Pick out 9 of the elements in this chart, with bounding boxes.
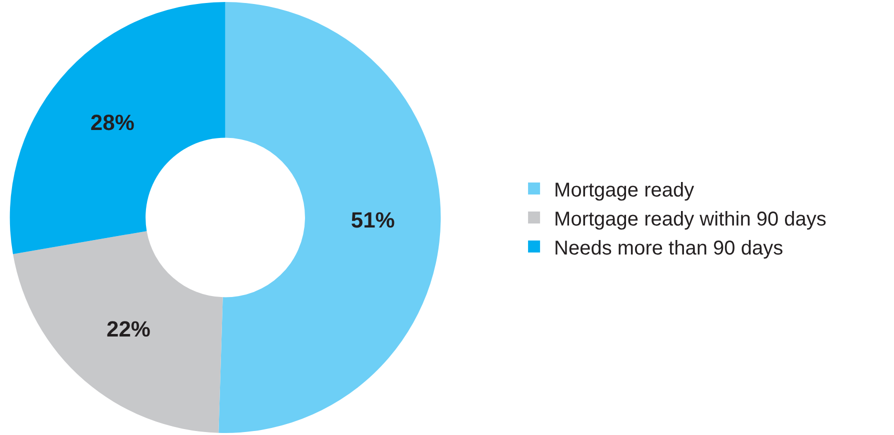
data-label: 22% <box>106 316 151 342</box>
donut-slice <box>10 2 226 254</box>
donut-slice <box>218 2 440 433</box>
legend-label: Needs more than 90 days <box>554 237 784 260</box>
legend-label: Mortgage ready within 90 days <box>554 208 826 230</box>
legend-label: Mortgage ready <box>554 179 694 202</box>
donut-slice <box>12 231 223 433</box>
data-label: 51% <box>350 207 395 232</box>
data-label: 28% <box>90 110 134 135</box>
